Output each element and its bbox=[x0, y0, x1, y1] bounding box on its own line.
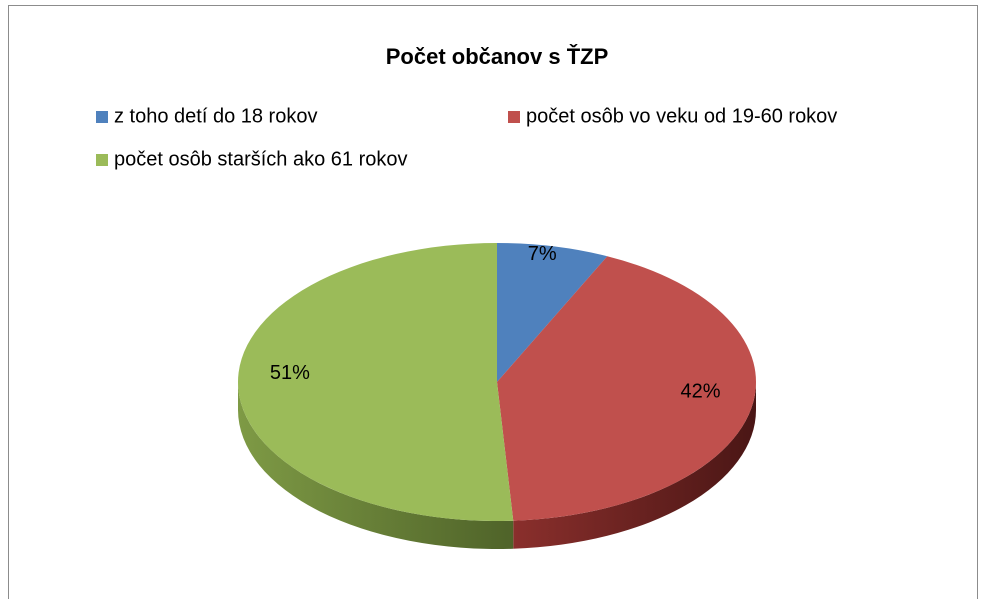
legend-label: počet osôb vo veku od 19-60 rokov bbox=[526, 105, 837, 127]
legend-swatch bbox=[508, 111, 520, 123]
pie-slice bbox=[497, 256, 756, 521]
pie-side bbox=[238, 382, 514, 550]
data-label: 42% bbox=[681, 380, 721, 402]
pie-side bbox=[513, 382, 756, 549]
legend-swatch bbox=[96, 154, 108, 166]
legend-label: z toho detí do 18 rokov bbox=[114, 105, 317, 127]
pie-slice bbox=[237, 243, 514, 521]
legend-label: počet osôb starších ako 61 rokov bbox=[114, 148, 408, 170]
chart-title: Počet občanov s ŤZP bbox=[386, 44, 609, 69]
pie-slice bbox=[497, 243, 608, 382]
data-label: 51% bbox=[270, 362, 310, 384]
data-label: 7% bbox=[528, 243, 557, 265]
legend-swatch bbox=[96, 111, 108, 123]
